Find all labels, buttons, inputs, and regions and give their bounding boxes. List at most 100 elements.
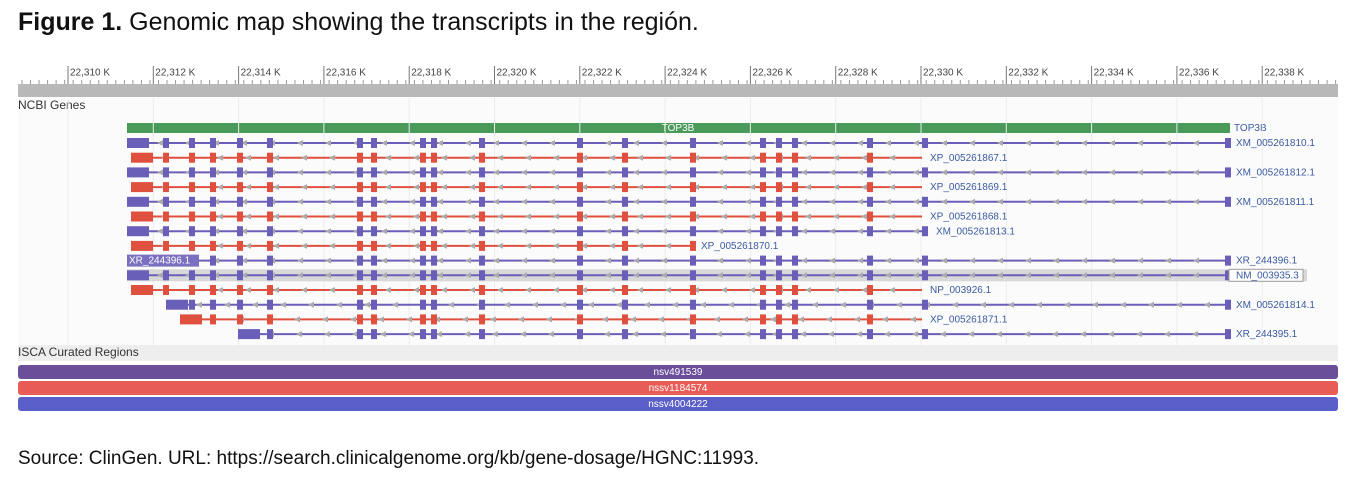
- strand-arrow: [637, 213, 643, 220]
- strand-arrow: [441, 287, 447, 293]
- strand-arrow: [1165, 257, 1171, 264]
- strand-arrow: [896, 301, 902, 308]
- ruler-label: 22,316 K: [326, 68, 366, 79]
- strand-arrow: [857, 198, 863, 205]
- exon: [922, 270, 928, 281]
- strand-arrow: [633, 140, 639, 146]
- strand-arrow: [381, 140, 387, 146]
- strand-arrow: [1052, 331, 1058, 338]
- strand-arrow: [884, 331, 890, 338]
- gene-label: TOP3B: [662, 123, 695, 134]
- strand-arrow: [553, 242, 559, 249]
- exon: [867, 182, 873, 193]
- strand-arrow: [969, 272, 975, 279]
- strand-arrow: [469, 154, 475, 161]
- strand-arrow: [889, 287, 895, 293]
- strand-arrow: [742, 316, 748, 323]
- exon: [371, 299, 377, 310]
- strand-arrow: [829, 140, 835, 146]
- exon: [690, 167, 696, 178]
- exon: [357, 211, 363, 222]
- exon: [792, 226, 798, 237]
- exon: [431, 329, 437, 340]
- strand-arrow: [1192, 331, 1198, 338]
- strand-arrow: [1080, 331, 1086, 338]
- strand-arrow: [605, 272, 611, 279]
- strand-arrow: [385, 184, 391, 191]
- strand-arrow: [549, 169, 555, 176]
- exon: [357, 226, 363, 237]
- exon: [420, 329, 426, 340]
- strand-arrow: [833, 184, 839, 191]
- strand-arrow: [716, 331, 722, 338]
- exon: [776, 196, 782, 207]
- strand-arrow: [157, 272, 163, 279]
- exon: [690, 226, 696, 237]
- strand-arrow: [885, 140, 891, 146]
- strand-arrow: [437, 228, 443, 235]
- gene-bar: [127, 123, 1230, 133]
- exon: [431, 299, 437, 310]
- strand-arrow: [941, 140, 947, 146]
- strand-arrow: [497, 242, 503, 249]
- strand-arrow: [658, 316, 664, 323]
- strand-arrow: [273, 154, 279, 161]
- strand-arrow: [1109, 169, 1115, 176]
- strand-arrow: [665, 287, 671, 293]
- exon: [760, 329, 766, 340]
- strand-arrow: [241, 198, 247, 205]
- strand-arrow: [413, 213, 419, 220]
- exon: [690, 270, 696, 281]
- strand-arrow: [525, 154, 531, 161]
- exon: [127, 270, 149, 281]
- exon: [431, 226, 437, 237]
- exon: [760, 299, 766, 310]
- exon: [577, 138, 583, 148]
- exon: [622, 285, 628, 295]
- exon: [420, 138, 426, 148]
- strand-arrow: [413, 242, 419, 249]
- exon: [792, 138, 798, 148]
- strand-arrow: [273, 287, 279, 293]
- strand-arrow: [969, 169, 975, 176]
- exon: [922, 226, 928, 237]
- exon: [163, 138, 169, 148]
- exon: [479, 255, 485, 266]
- strand-arrow: [252, 301, 258, 308]
- exon: [189, 270, 195, 281]
- strand-arrow: [833, 287, 839, 293]
- strand-arrow: [196, 301, 202, 308]
- exon: [479, 196, 485, 207]
- strand-arrow: [297, 272, 303, 279]
- strand-arrow: [465, 228, 471, 235]
- exon: [420, 196, 426, 207]
- exon: [420, 167, 426, 178]
- exon: [1225, 299, 1231, 310]
- exon: [371, 167, 377, 178]
- strand-arrow: [1165, 272, 1171, 279]
- strand-arrow: [744, 331, 750, 338]
- strand-arrow: [441, 242, 447, 249]
- strand-arrow: [525, 184, 531, 191]
- strand-arrow: [273, 213, 279, 220]
- strand-arrow: [521, 228, 527, 235]
- exon: [1225, 270, 1231, 281]
- exon: [479, 299, 485, 310]
- strand-arrow: [325, 257, 331, 264]
- exon: [622, 167, 628, 178]
- strand-arrow: [840, 301, 846, 308]
- strand-arrow: [801, 228, 807, 235]
- strand-arrow: [637, 287, 643, 293]
- exon: [237, 182, 243, 193]
- strand-arrow: [549, 257, 555, 264]
- exon: [163, 270, 169, 281]
- strand-arrow: [301, 287, 307, 293]
- exon: [479, 138, 485, 148]
- strand-arrow: [504, 301, 510, 308]
- strand-arrow: [581, 287, 587, 293]
- strand-arrow: [409, 228, 415, 235]
- ruler-label: 22,324 K: [667, 68, 707, 79]
- strand-arrow: [1165, 198, 1171, 205]
- exon: [867, 211, 873, 222]
- strand-arrow: [497, 154, 503, 161]
